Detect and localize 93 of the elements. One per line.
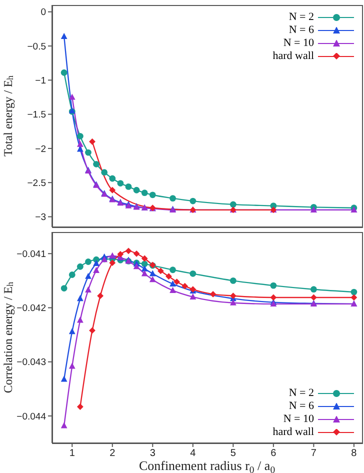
legend-label: N = 2: [288, 11, 314, 24]
y-tick-label: −0.042: [16, 303, 46, 314]
point: [93, 266, 100, 273]
point: [310, 286, 317, 293]
point: [141, 260, 148, 268]
point: [101, 169, 108, 176]
point: [166, 273, 172, 280]
point: [93, 160, 100, 168]
y-tick-label: −3: [35, 212, 46, 224]
point: [76, 140, 84, 147]
legend-label: N = 2: [288, 387, 314, 400]
legend-label: hard wall: [272, 426, 314, 439]
point: [149, 192, 156, 198]
y-tick-label: −2.5: [27, 178, 46, 189]
point: [230, 299, 236, 306]
point: [68, 328, 76, 334]
y-tick-label: −0.041: [16, 249, 46, 260]
point: [76, 132, 84, 140]
x-tick-label: 1: [69, 448, 76, 460]
y-tick-label: −2: [35, 144, 46, 155]
point: [97, 292, 104, 300]
point: [133, 263, 140, 270]
point: [60, 32, 68, 39]
point: [170, 266, 176, 274]
y-tick-label: 0: [40, 7, 46, 18]
point: [109, 186, 116, 194]
point: [141, 190, 148, 196]
point: [85, 286, 92, 292]
point: [174, 278, 180, 285]
point: [350, 288, 358, 296]
point: [141, 270, 148, 276]
point: [170, 280, 176, 286]
point: [60, 285, 68, 292]
point: [158, 268, 164, 274]
x-tick-label: 3: [150, 448, 156, 460]
point: [76, 295, 84, 302]
point: [109, 260, 116, 266]
point: [68, 94, 76, 100]
point: [133, 250, 140, 257]
point: [76, 263, 84, 270]
point: [68, 362, 76, 369]
point: [182, 282, 188, 290]
point: [76, 404, 84, 410]
y-tick-label: −1.5: [27, 110, 46, 121]
point: [125, 184, 132, 190]
point: [68, 272, 76, 278]
y-tick-label: −0.5: [27, 41, 46, 52]
point: [117, 180, 124, 186]
legend-label: N = 6: [288, 24, 314, 37]
point: [230, 292, 236, 300]
point: [125, 248, 132, 254]
point: [270, 294, 277, 301]
point: [350, 294, 358, 301]
point: [310, 294, 317, 301]
point: [85, 149, 92, 156]
y-tick-label: −0.044: [16, 411, 46, 422]
point: [270, 282, 277, 289]
point: [76, 316, 84, 323]
legend-label: N = 6: [288, 400, 314, 413]
point: [117, 250, 124, 258]
y-tick-label: −1: [35, 76, 46, 87]
x-tick-label: 5: [230, 448, 236, 460]
point: [133, 186, 140, 194]
point: [85, 258, 92, 265]
point: [85, 272, 92, 279]
point: [170, 286, 176, 293]
legend-label: N = 10: [283, 413, 314, 426]
point: [60, 422, 68, 428]
point: [60, 376, 68, 382]
y-tick-label: −0.043: [16, 357, 46, 368]
point: [89, 138, 96, 145]
point: [190, 293, 196, 300]
x-tick-label: 6: [270, 448, 277, 460]
point: [190, 198, 196, 204]
point: [210, 291, 216, 298]
point: [141, 255, 148, 262]
x-tick-label: 8: [351, 448, 358, 460]
point: [230, 201, 236, 208]
x-tick-label: 4: [190, 448, 196, 460]
point: [141, 265, 148, 272]
point: [109, 175, 116, 182]
point: [60, 69, 68, 76]
point: [149, 276, 156, 282]
x-tick-label: 7: [310, 448, 317, 460]
legend-label: hard wall: [272, 50, 314, 63]
point: [190, 270, 196, 277]
legend-label: N = 10: [283, 37, 314, 50]
point: [230, 277, 236, 284]
point: [149, 270, 156, 276]
point: [170, 195, 176, 202]
x-tick-label: 2: [110, 448, 116, 460]
x-axis-title: Confinement radius r$_{0}$ / a$_{0}$: [138, 458, 276, 473]
point: [93, 260, 100, 266]
